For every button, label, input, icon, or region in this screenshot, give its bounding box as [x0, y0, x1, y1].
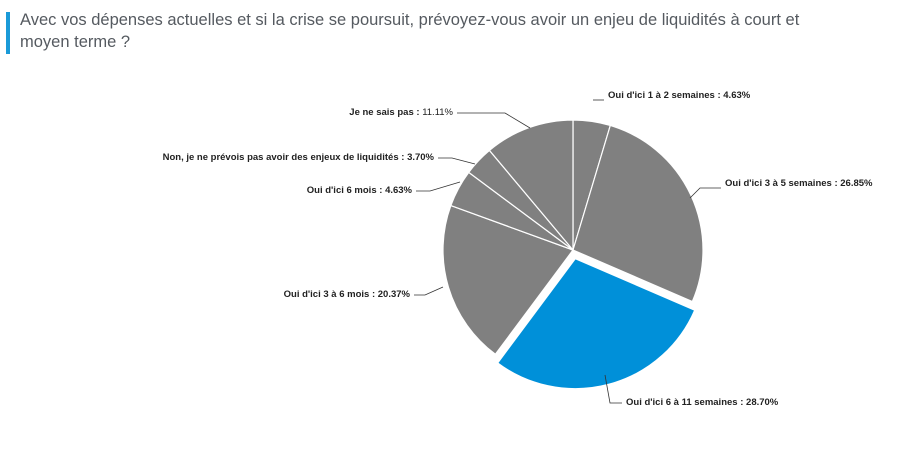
slice-label: Oui d'ici 1 à 2 semaines : 4.63% — [608, 90, 751, 101]
slice-label-name: Je ne sais pas — [349, 107, 413, 118]
pie-slice[interactable] — [572, 124, 704, 303]
slice-label: Oui d'ici 6 mois : 4.63% — [307, 185, 413, 196]
pie-slice[interactable] — [488, 119, 574, 252]
slice-label-value: 26.85% — [840, 178, 873, 189]
slice-label-value: 20.37% — [378, 289, 411, 300]
slice-label-value: 4.63% — [723, 90, 750, 101]
title-accent-bar — [6, 12, 10, 54]
slice-label-name: Oui d'ici 3 à 6 mois — [284, 289, 370, 300]
slice-label-value: 11.11% — [422, 107, 453, 118]
leader-line — [604, 374, 622, 404]
slice-label: Oui d'ici 3 à 6 mois : 20.37% — [284, 289, 411, 300]
slice-label: Oui d'ici 3 à 5 semaines : 26.85% — [725, 178, 873, 189]
slice-label: Non, je ne prévois pas avoir des enjeux … — [163, 152, 435, 163]
slice-label-value: 3.70% — [407, 152, 434, 163]
leader-line — [414, 286, 444, 296]
pie-slice[interactable] — [442, 204, 574, 356]
slice-label-name: Oui d'ici 3 à 5 semaines — [725, 178, 832, 189]
leader-line — [438, 157, 476, 165]
slice-label-value: 28.70% — [746, 397, 779, 408]
leader-line — [689, 187, 721, 199]
slice-label-name: Oui d'ici 1 à 2 semaines — [608, 90, 715, 101]
leader-line — [457, 112, 531, 129]
slice-label-name: Non, je ne prévois pas avoir des enjeux … — [163, 152, 399, 163]
pie-slice[interactable] — [496, 257, 696, 390]
slice-label: Oui d'ici 6 à 11 semaines : 28.70% — [626, 397, 779, 408]
chart-title: Avec vos dépenses actuelles et si la cri… — [20, 11, 800, 51]
slice-label-name: Oui d'ici 6 à 11 semaines — [626, 397, 738, 408]
slice-label-value: 4.63% — [385, 185, 412, 196]
leader-line — [416, 181, 461, 192]
slice-label-name: Oui d'ici 6 mois — [307, 185, 379, 196]
slice-label: Je ne sais pas : 11.11% — [349, 107, 453, 118]
